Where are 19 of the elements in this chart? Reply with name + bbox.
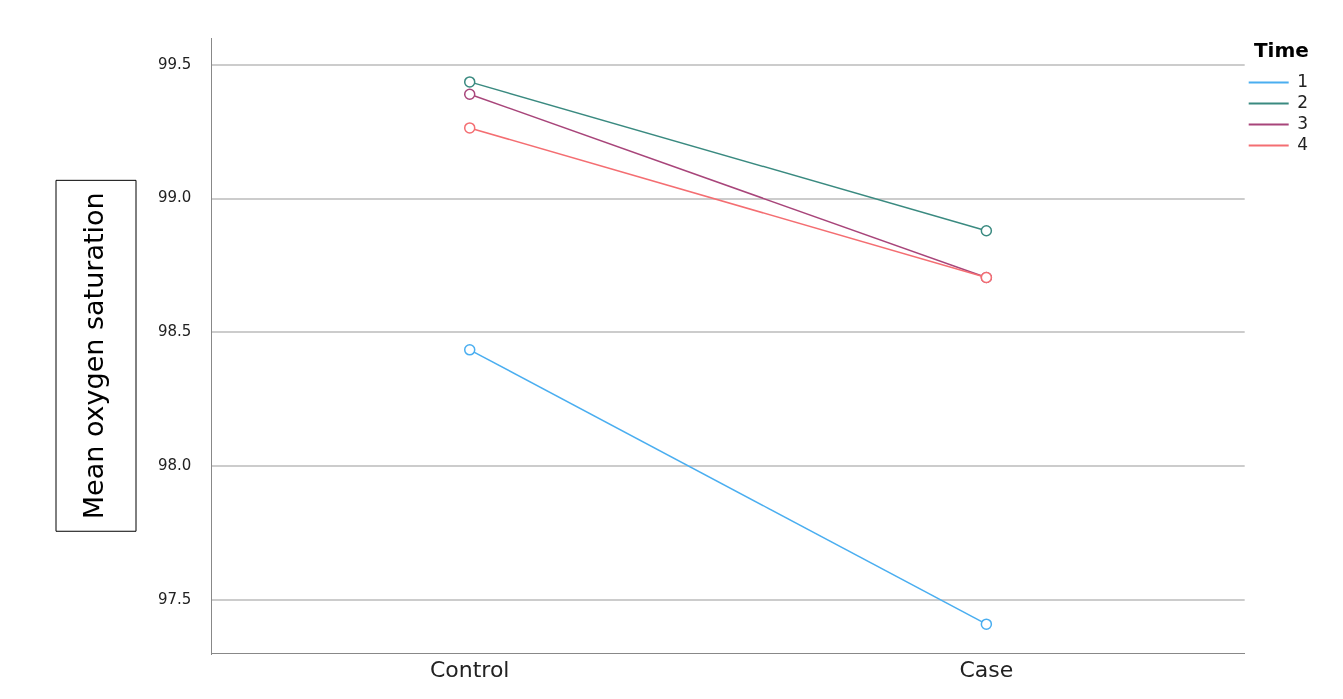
y-tick-label: 99.0 bbox=[157, 188, 192, 207]
legend-label: 4 bbox=[1297, 133, 1309, 154]
point bbox=[463, 344, 476, 356]
y-axis-title: Mean oxygen saturation bbox=[78, 192, 110, 520]
point bbox=[463, 88, 476, 100]
x-tick-label: Case bbox=[959, 656, 1014, 682]
legend-label: 3 bbox=[1297, 112, 1309, 133]
x-tick-label: Control bbox=[429, 656, 510, 682]
legend-label: 1 bbox=[1297, 70, 1309, 91]
legend-label: 2 bbox=[1297, 91, 1309, 112]
point bbox=[980, 224, 993, 237]
y-tick-label: 98.0 bbox=[157, 456, 192, 475]
point bbox=[463, 122, 476, 134]
y-tick-label: 97.5 bbox=[157, 589, 192, 608]
point bbox=[463, 76, 476, 88]
point bbox=[980, 618, 993, 630]
y-tick-label: 98.5 bbox=[157, 322, 192, 341]
legend-title: Time bbox=[1253, 38, 1309, 63]
y-tick-label: 99.5 bbox=[157, 54, 192, 73]
